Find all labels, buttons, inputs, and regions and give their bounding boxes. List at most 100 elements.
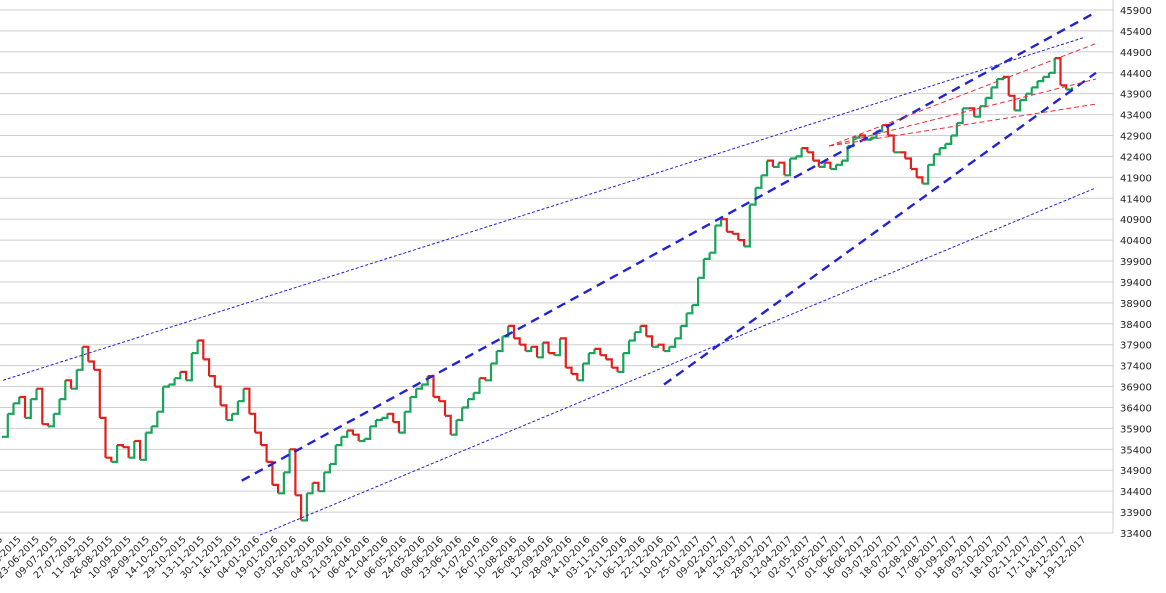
price-segment	[738, 239, 746, 247]
price-segment	[2, 413, 9, 438]
price-segment	[588, 348, 596, 355]
y-tick-label: 42400	[1120, 152, 1152, 163]
price-segment	[151, 411, 159, 428]
price-segment	[830, 164, 838, 171]
trendlines	[2, 11, 1097, 536]
price-segment	[226, 413, 234, 422]
price-segment	[197, 339, 205, 360]
price-segment	[364, 426, 372, 440]
price-segment	[945, 135, 953, 145]
price-segment	[715, 219, 723, 227]
y-tick-label: 33900	[1120, 508, 1152, 519]
price-series	[2, 57, 1074, 522]
price-segment	[577, 363, 585, 382]
y-tick-label: 42900	[1120, 132, 1152, 143]
gridlines	[0, 0, 1114, 534]
price-segment	[841, 146, 849, 162]
price-segment	[922, 164, 930, 185]
price-segment	[324, 464, 331, 474]
price-segment	[680, 313, 688, 327]
price-segment	[168, 378, 176, 386]
y-tick-label: 39400	[1120, 278, 1152, 289]
price-segment	[772, 162, 780, 168]
y-tick-label: 37400	[1120, 362, 1152, 373]
price-segment	[571, 372, 579, 381]
price-segment	[537, 342, 544, 359]
price-segment	[174, 371, 182, 380]
price-segment	[306, 482, 314, 495]
price-segment	[214, 385, 222, 406]
price-segment	[1043, 72, 1051, 78]
price-segment	[594, 347, 602, 356]
price-segment	[82, 345, 90, 362]
y-tick-label: 34900	[1120, 466, 1152, 477]
price-segment	[220, 404, 228, 420]
price-segment	[347, 429, 354, 435]
price-segment	[134, 439, 142, 460]
y-tick-label: 36900	[1120, 383, 1152, 394]
price-segment	[468, 392, 475, 401]
price-segment	[128, 441, 136, 459]
y-axis-tick-labels: 33400 33900 34400 34900 35400 35900 36400 36900…	[1120, 6, 1152, 540]
price-segment	[301, 493, 308, 522]
price-segment	[352, 433, 360, 441]
y-tick-label: 44900	[1120, 48, 1152, 59]
price-segment	[968, 107, 976, 117]
price-segment	[278, 472, 285, 495]
price-segment	[398, 411, 406, 434]
price-segment	[243, 387, 251, 414]
price-segment	[36, 387, 44, 425]
price-segment	[749, 187, 757, 206]
y-tick-label: 40900	[1120, 215, 1152, 226]
price-segment	[824, 161, 832, 169]
price-segment	[1008, 94, 1016, 111]
price-segment	[611, 366, 619, 372]
price-segment	[157, 386, 165, 413]
price-segment	[370, 420, 377, 428]
price-segment	[145, 426, 153, 434]
price-segment	[249, 412, 257, 433]
price-segment	[508, 324, 516, 339]
y-tick-label: 45400	[1120, 27, 1152, 38]
price-segment	[375, 417, 383, 422]
y-tick-label: 43900	[1120, 90, 1152, 101]
y-tick-label: 36400	[1120, 403, 1152, 414]
price-segment	[634, 325, 642, 334]
price-segment	[560, 337, 567, 368]
price-segment	[531, 345, 539, 358]
price-segment	[65, 379, 73, 389]
price-segment	[744, 204, 751, 248]
price-segment	[755, 175, 763, 189]
price-segment	[726, 230, 734, 234]
price-segment	[813, 159, 820, 167]
price-segment	[956, 108, 964, 125]
price-segment	[1020, 93, 1028, 102]
price-segment	[7, 403, 15, 415]
price-segment	[496, 336, 504, 353]
price-segment	[525, 346, 533, 353]
price-segment	[88, 360, 96, 370]
x-axis-tick-labels: 28-05-201509-06-201523-06-201509-07-2015…	[0, 534, 1088, 581]
price-segment	[778, 161, 786, 176]
price-segment	[519, 343, 527, 351]
price-segment	[583, 353, 590, 365]
price-segment	[657, 343, 665, 351]
trendline	[259, 187, 1097, 536]
price-segment	[335, 436, 343, 447]
price-segment	[42, 423, 50, 427]
price-segment	[548, 352, 556, 356]
trendline	[829, 103, 1097, 147]
price-segment	[1031, 81, 1039, 89]
price-segment	[818, 162, 826, 168]
price-segment	[905, 157, 912, 169]
price-segment	[703, 252, 711, 260]
price-segment	[767, 159, 774, 167]
y-tick-label: 38900	[1120, 299, 1152, 310]
price-segment	[623, 340, 631, 355]
price-segment	[721, 218, 728, 232]
price-segment	[473, 378, 481, 394]
y-tick-label: 43400	[1120, 111, 1152, 122]
price-segment	[692, 277, 700, 307]
price-segment	[698, 258, 705, 279]
